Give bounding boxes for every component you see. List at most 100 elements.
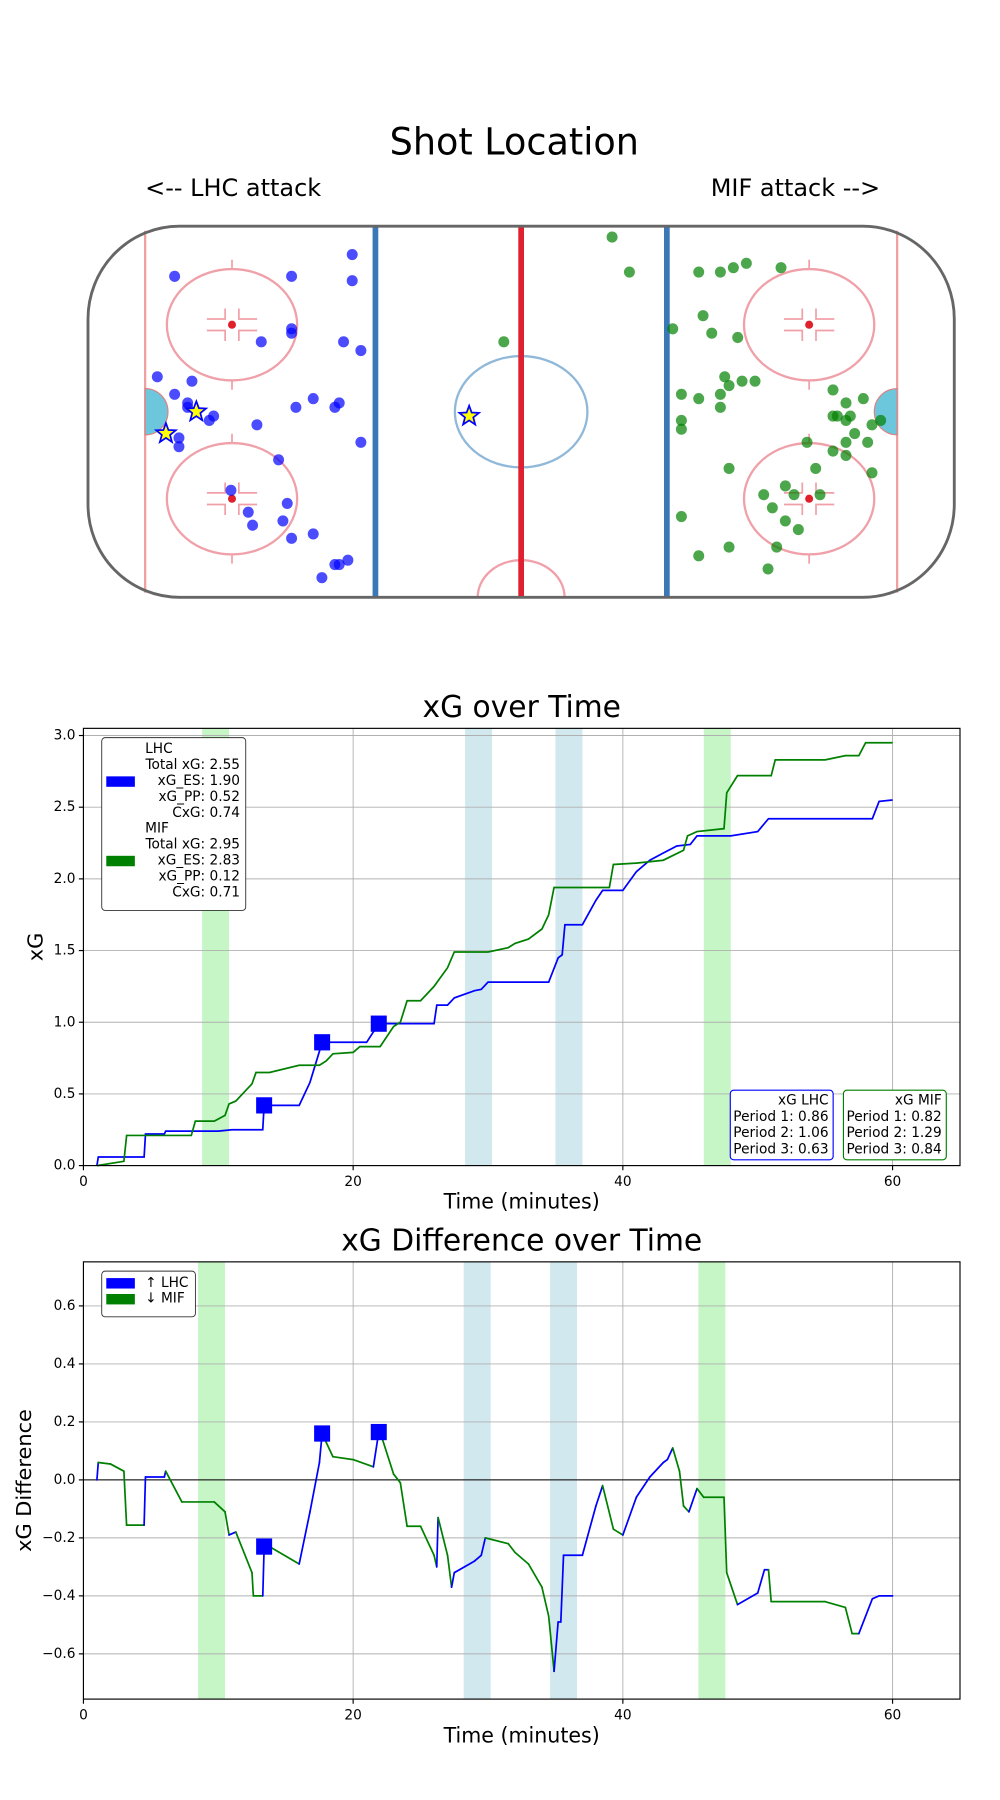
shot xyxy=(766,502,778,514)
shot xyxy=(247,519,259,531)
shot xyxy=(173,432,185,444)
blue-line xyxy=(664,227,670,597)
y-tick-label: 0.5 xyxy=(54,1086,76,1102)
shot xyxy=(857,393,869,405)
shot xyxy=(338,336,350,348)
goal-marker xyxy=(370,1015,387,1032)
goal-shot xyxy=(184,398,209,423)
diff-segment xyxy=(446,1554,453,1589)
diff-segment xyxy=(756,1568,766,1594)
faceoff-hash xyxy=(206,259,258,390)
period-span xyxy=(698,1261,726,1700)
legend-label: xG_ES: 1.90 xyxy=(158,773,240,789)
x-tick-label: 40 xyxy=(614,1707,631,1723)
shot xyxy=(723,541,735,553)
shot xyxy=(203,414,215,427)
legend-label: CxG: 0.74 xyxy=(172,805,240,821)
shot xyxy=(875,414,887,427)
shot xyxy=(779,480,791,492)
diff-segment xyxy=(767,1568,773,1603)
diff-segment xyxy=(261,1545,265,1597)
diff-segment xyxy=(696,1487,705,1499)
diff-segment xyxy=(437,1516,449,1557)
legend-swatch xyxy=(106,776,135,787)
shot xyxy=(840,397,852,409)
shot xyxy=(714,388,726,400)
diff-segment xyxy=(480,1537,487,1557)
y-tick-label: 1.5 xyxy=(54,942,76,958)
diff-segment xyxy=(678,1470,685,1507)
y-tick-label: 0.4 xyxy=(54,1356,76,1372)
shot xyxy=(714,401,726,413)
goal-shot xyxy=(153,420,179,445)
shot xyxy=(225,484,237,496)
y-tick-label: 0.2 xyxy=(54,1414,76,1430)
red-line xyxy=(518,227,524,597)
plot-frame xyxy=(82,727,961,1167)
shot xyxy=(281,497,293,509)
y-axis-label: xG xyxy=(24,933,48,962)
shot xyxy=(333,558,345,571)
faceoff-dot xyxy=(805,494,814,503)
y-tick-label: −0.4 xyxy=(42,1588,75,1604)
diff-segment xyxy=(612,1528,624,1536)
shot xyxy=(775,262,787,274)
diff-segment xyxy=(419,1525,435,1557)
y-tick-label: 2.5 xyxy=(54,799,76,815)
shot xyxy=(606,231,618,243)
faceoff-dot xyxy=(228,494,236,503)
shot xyxy=(779,515,791,527)
shot xyxy=(788,489,800,501)
diff-segment xyxy=(666,1447,674,1461)
goal-shot xyxy=(457,403,482,427)
legend-label: Total xG: 2.55 xyxy=(144,757,240,773)
diff-segment xyxy=(96,1461,100,1481)
diff-segment xyxy=(725,1571,739,1606)
shot xyxy=(827,384,839,396)
shot xyxy=(186,375,198,387)
chart-title: Shot Location xyxy=(390,120,639,163)
shot xyxy=(307,528,319,540)
x-tick-label: 0 xyxy=(79,1707,88,1723)
period-span xyxy=(198,1261,226,1700)
period-label: xG LHC xyxy=(778,1093,829,1109)
legend-label: ↑ LHC xyxy=(145,1275,188,1291)
legend-swatch xyxy=(106,855,135,867)
diff-segment xyxy=(268,1545,301,1565)
shot xyxy=(693,266,705,278)
shot xyxy=(623,266,635,278)
period-label: Period 1: 0.86 xyxy=(733,1109,828,1125)
shot xyxy=(719,371,731,383)
shot xyxy=(827,445,839,457)
period-label: Period 3: 0.63 xyxy=(733,1141,828,1157)
y-tick-label: 0.6 xyxy=(54,1298,76,1314)
period-label: Period 2: 1.29 xyxy=(846,1125,941,1141)
shot xyxy=(801,436,813,448)
period-label: Period 1: 0.82 xyxy=(846,1109,941,1125)
shot xyxy=(169,388,181,400)
faceoff-dot xyxy=(228,320,236,329)
faceoff-hash xyxy=(206,433,258,564)
period-label: xG MIF xyxy=(895,1093,942,1109)
y-tick-label: 0.0 xyxy=(54,1158,76,1174)
chart-title: xG Difference over Time xyxy=(341,1224,702,1259)
diff-segment xyxy=(559,1554,565,1623)
diff-segment xyxy=(298,1510,311,1565)
legend-label: Total xG: 2.95 xyxy=(144,837,240,853)
diff-segment xyxy=(682,1505,690,1513)
goal-marker xyxy=(314,1034,331,1051)
chart-title: xG over Time xyxy=(423,690,621,725)
shot xyxy=(307,393,319,405)
shot xyxy=(675,423,687,435)
x-axis-label: Time (minutes) xyxy=(443,1723,600,1747)
diff-segment xyxy=(325,1441,334,1458)
shot xyxy=(814,489,826,501)
diff-segment xyxy=(541,1586,550,1618)
shot xyxy=(277,515,289,527)
diff-segment xyxy=(224,1510,230,1536)
diff-segment xyxy=(527,1563,543,1589)
period-span xyxy=(463,1261,491,1700)
diff-segment xyxy=(688,1487,698,1513)
shot xyxy=(342,554,354,566)
diff-segment xyxy=(450,1571,456,1589)
